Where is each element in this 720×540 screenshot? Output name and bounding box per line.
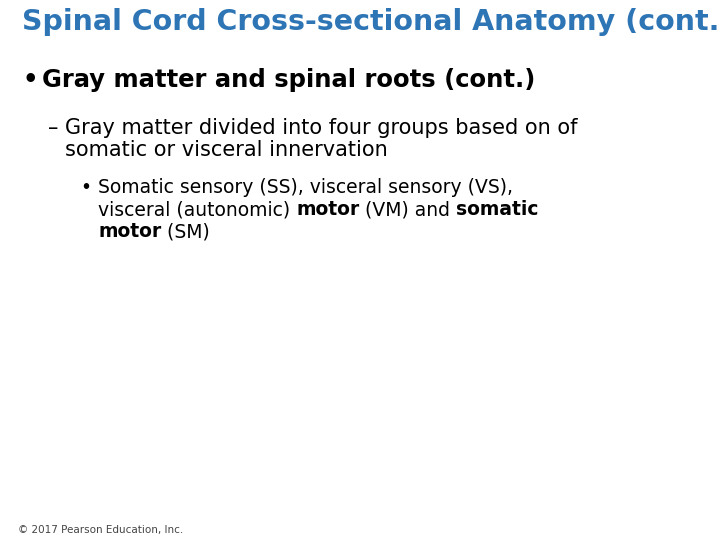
Text: somatic or visceral innervation: somatic or visceral innervation — [65, 140, 388, 160]
Text: •: • — [22, 68, 37, 92]
Text: visceral (autonomic): visceral (autonomic) — [98, 200, 296, 219]
Text: motor: motor — [98, 222, 161, 241]
Text: •: • — [80, 178, 91, 197]
Text: © 2017 Pearson Education, Inc.: © 2017 Pearson Education, Inc. — [18, 525, 184, 535]
Text: (SM): (SM) — [161, 222, 210, 241]
Text: (VM) and: (VM) and — [359, 200, 456, 219]
Text: motor: motor — [296, 200, 359, 219]
Text: – Gray matter divided into four groups based on of: – Gray matter divided into four groups b… — [48, 118, 577, 138]
Text: somatic: somatic — [456, 200, 539, 219]
Text: Spinal Cord Cross-sectional Anatomy (cont.): Spinal Cord Cross-sectional Anatomy (con… — [22, 8, 720, 36]
Text: Somatic sensory (SS), visceral sensory (VS),: Somatic sensory (SS), visceral sensory (… — [98, 178, 513, 197]
Text: Gray matter and spinal roots (cont.): Gray matter and spinal roots (cont.) — [42, 68, 536, 92]
